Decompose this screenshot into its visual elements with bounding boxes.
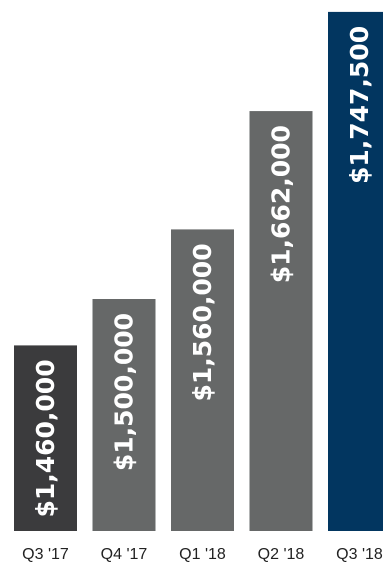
bar-value-label-5: $1,747,500 <box>345 26 374 184</box>
x-tick-label-4: Q2 '18 <box>258 546 305 563</box>
bars-group: $1,460,000 $1,500,000 $1,560,000 $1,662,000… <box>14 11 383 531</box>
bar-2 <box>92 299 156 531</box>
bar-1 <box>14 345 77 531</box>
x-tick-label-3: Q1 '18 <box>179 546 226 563</box>
bar-value-label-4: $1,662,000 <box>267 125 296 283</box>
bar-value-label-1: $1,460,000 <box>31 359 60 517</box>
bar-value-label-3: $1,560,000 <box>188 243 217 401</box>
bar-value-label-2: $1,500,000 <box>110 313 139 471</box>
x-tick-label-5: Q3 '18 <box>336 546 383 563</box>
bar-3 <box>171 229 234 531</box>
x-tick-label-2: Q4 '17 <box>101 546 148 563</box>
x-tick-label-1: Q3 '17 <box>22 546 69 563</box>
x-axis-ticks: Q3 '17 Q4 '17 Q1 '18 Q2 '18 Q3 '18 <box>22 546 383 563</box>
bar-4 <box>249 111 313 531</box>
bar-5 <box>328 11 383 531</box>
